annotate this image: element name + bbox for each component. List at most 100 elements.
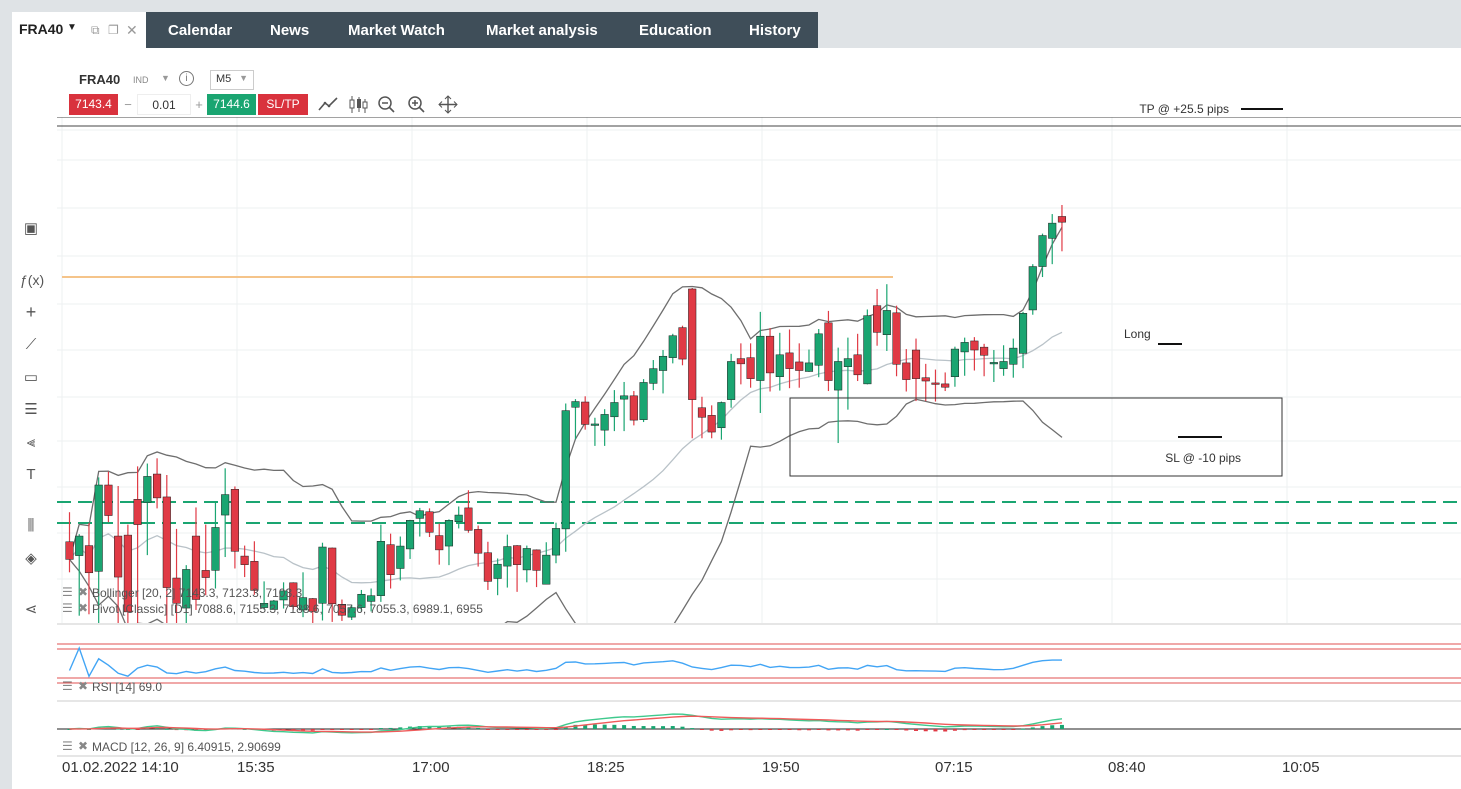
volume-input[interactable]: 0.01 xyxy=(137,94,191,115)
nav-news[interactable]: News xyxy=(270,22,310,39)
candle-body xyxy=(629,395,638,421)
nav-education[interactable]: Education xyxy=(639,22,712,39)
sltp-button[interactable]: SL/TP xyxy=(258,94,308,115)
trendline-icon[interactable]: ⟋ xyxy=(25,336,37,353)
indicator-icon[interactable]: ⫼ xyxy=(27,517,35,534)
legend-icon[interactable]: ☰ xyxy=(62,601,73,615)
share-icon[interactable]: ⋖ xyxy=(24,601,38,618)
text-icon[interactable]: T xyxy=(26,466,36,483)
candle-body xyxy=(347,607,356,618)
rsi-legend: RSI [14] 69.0 xyxy=(92,680,162,694)
candlestick-icon[interactable] xyxy=(346,94,370,115)
screen-icon[interactable]: ▣ xyxy=(23,220,39,237)
candle-body xyxy=(863,315,872,385)
remove-indicator-icon[interactable]: ✖ xyxy=(78,739,88,753)
increase-volume-button[interactable]: + xyxy=(195,97,203,112)
candle-body xyxy=(561,410,570,530)
macd-histogram-bar xyxy=(612,724,617,729)
candle xyxy=(191,507,201,610)
macd-histogram-bar xyxy=(1011,729,1016,730)
macd-histogram-bar xyxy=(914,729,919,731)
candle-body xyxy=(435,535,444,551)
restore-icon[interactable]: ❐ xyxy=(108,23,119,37)
rectangle-icon[interactable]: ▭ xyxy=(23,369,39,386)
buy-button[interactable]: 7144.6 xyxy=(207,94,256,115)
candle-body xyxy=(620,395,629,400)
zoom-out-icon[interactable] xyxy=(375,94,399,115)
line-chart-icon[interactable] xyxy=(317,94,341,115)
candle xyxy=(960,337,969,376)
macd-histogram-bar xyxy=(884,728,889,730)
move-icon[interactable] xyxy=(436,94,460,115)
time-tick-label: 19:50 xyxy=(762,759,800,776)
nav-calendar[interactable]: Calendar xyxy=(168,22,233,39)
candle xyxy=(785,329,794,389)
candle-body xyxy=(532,549,541,571)
candle-body xyxy=(775,354,784,377)
legend-icon[interactable]: ☰ xyxy=(62,585,73,599)
chevron-down-icon[interactable]: ▼ xyxy=(161,73,170,83)
macd-histogram-bar xyxy=(602,724,607,729)
candle-body xyxy=(513,545,522,565)
candle xyxy=(308,598,317,623)
popout-icon[interactable]: ⧉ xyxy=(91,23,100,37)
chevron-down-icon[interactable]: ▼ xyxy=(67,22,77,33)
macd-histogram-bar xyxy=(845,729,850,731)
macd-histogram-bar xyxy=(378,728,383,730)
zoom-in-icon[interactable] xyxy=(405,94,429,115)
symbol-label[interactable]: FRA40 xyxy=(19,21,64,37)
candle-body xyxy=(308,598,317,612)
candle-body xyxy=(191,535,201,600)
info-icon[interactable]: i xyxy=(179,71,194,86)
legend-icon[interactable]: ☰ xyxy=(62,679,73,693)
bb-lower xyxy=(68,398,1063,623)
candle-body xyxy=(493,563,502,579)
remove-indicator-icon[interactable]: ✖ xyxy=(78,679,88,693)
overlay-legend: ☰ ✖ Bollinger [20, 2] 7143.3, 7123.3, 71… xyxy=(62,585,483,616)
candle xyxy=(153,458,162,509)
candle-body xyxy=(873,305,882,333)
candle xyxy=(736,343,745,385)
candle-body xyxy=(542,554,551,585)
pitchfork-icon[interactable]: ⫷ xyxy=(26,434,36,451)
fibonacci-icon[interactable]: ☰ xyxy=(24,401,38,418)
nav-market-analysis[interactable]: Market analysis xyxy=(486,22,598,39)
candle-body xyxy=(162,496,171,588)
nav-market-watch[interactable]: Market Watch xyxy=(348,22,445,39)
macd-histogram-bar xyxy=(690,728,695,730)
drawing-toolbar: ▣ ƒ(x) + ⟋ ▭ ☰ ⫷ T ⫼ ◈ ⋖ xyxy=(12,210,50,630)
candle-body xyxy=(1057,216,1067,223)
candle-body xyxy=(892,312,901,365)
candle xyxy=(454,506,463,529)
candle xyxy=(503,534,512,588)
candle xyxy=(629,391,638,426)
macd-histogram-bar xyxy=(203,729,208,731)
decrease-volume-button[interactable]: − xyxy=(124,97,132,112)
remove-indicator-icon[interactable]: ✖ xyxy=(78,601,88,615)
macd-histogram-bar xyxy=(777,729,782,730)
candle xyxy=(250,541,259,595)
remove-indicator-icon[interactable]: ✖ xyxy=(78,585,88,599)
candle-body xyxy=(1038,235,1047,267)
candle xyxy=(240,545,249,578)
candle-body xyxy=(260,603,269,608)
timeframe-select[interactable]: M5 ▼ xyxy=(210,70,254,90)
sell-button[interactable]: 7143.4 xyxy=(69,94,118,115)
symbol-tab[interactable]: FRA40 ▼ ⧉ ❐ ✕ xyxy=(12,12,146,48)
macd-histogram-bar xyxy=(661,726,666,729)
candle xyxy=(406,519,415,559)
candle-body xyxy=(153,473,162,499)
candle-body xyxy=(396,545,405,569)
candle xyxy=(75,534,84,616)
candle-body xyxy=(668,335,677,358)
crosshair-icon[interactable]: + xyxy=(25,302,37,322)
macd-pane xyxy=(57,700,1461,734)
function-icon[interactable]: ƒ(x) xyxy=(20,272,45,288)
legend-icon[interactable]: ☰ xyxy=(62,739,73,753)
nav-history[interactable]: History xyxy=(749,22,801,39)
close-icon[interactable]: ✕ xyxy=(126,22,138,38)
macd-histogram-bar xyxy=(787,729,792,731)
layers-icon[interactable]: ◈ xyxy=(25,550,37,567)
rsi-line xyxy=(68,646,1062,679)
